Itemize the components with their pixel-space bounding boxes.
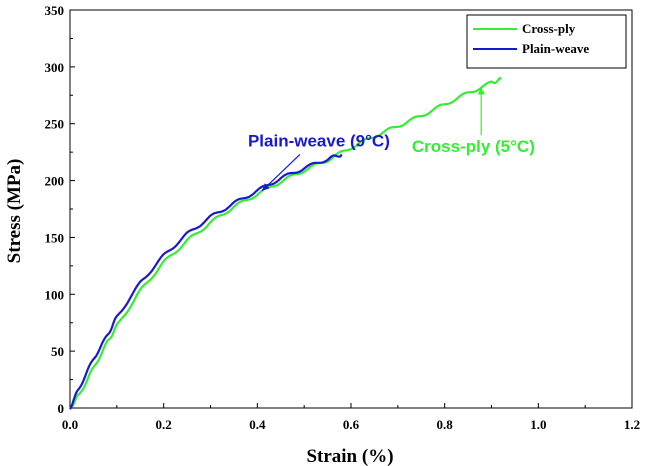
- legend: Cross-ply Plain-weave: [466, 14, 627, 69]
- y-tick-label: 50: [51, 344, 64, 359]
- series-line-plain-weave: [69, 153, 343, 410]
- x-tick-label: 1.2: [624, 417, 640, 432]
- y-tick-label: 0: [58, 401, 65, 416]
- annotation-arrowhead: [477, 87, 485, 95]
- series-line-cross-ply: [69, 76, 502, 410]
- legend-label: Cross-ply: [522, 21, 576, 36]
- annotation-label: Cross-ply (5°C): [412, 137, 535, 156]
- x-tick-label: 0.2: [156, 417, 172, 432]
- x-tick-label: 0.8: [437, 417, 454, 432]
- plot-frame: [69, 9, 633, 409]
- x-tick-label: 0.0: [62, 417, 78, 432]
- y-tick-label: 200: [45, 174, 65, 189]
- y-axis-title: Stress (MPa): [4, 159, 25, 264]
- y-tick-label: 100: [45, 287, 65, 302]
- y-tick-label: 150: [45, 230, 65, 245]
- legend-label: Plain-weave: [522, 41, 589, 56]
- x-tick-label: 0.4: [249, 417, 266, 432]
- x-axis-title: Strain (%): [306, 446, 393, 466]
- y-tick-label: 300: [45, 60, 65, 75]
- annotation-label: Plain-weave (9°C): [248, 131, 390, 150]
- axes: 0.0 0.2 0.4 0.6 0.8 1.0 1.2 0 50 100 150 200 250 300 3…: [45, 3, 641, 432]
- y-tick-label: 250: [45, 117, 65, 132]
- x-tick-label: 1.0: [530, 417, 546, 432]
- legend-box: [466, 14, 627, 69]
- y-tick-label: 350: [45, 3, 65, 18]
- series-group: [69, 76, 502, 410]
- annotation-arrowhead: [262, 183, 270, 191]
- x-tick-label: 0.6: [343, 417, 360, 432]
- annotation-arrow: [261, 154, 301, 192]
- annotations-group: Plain-weave (9°C) Cross-ply (5°C): [248, 87, 535, 192]
